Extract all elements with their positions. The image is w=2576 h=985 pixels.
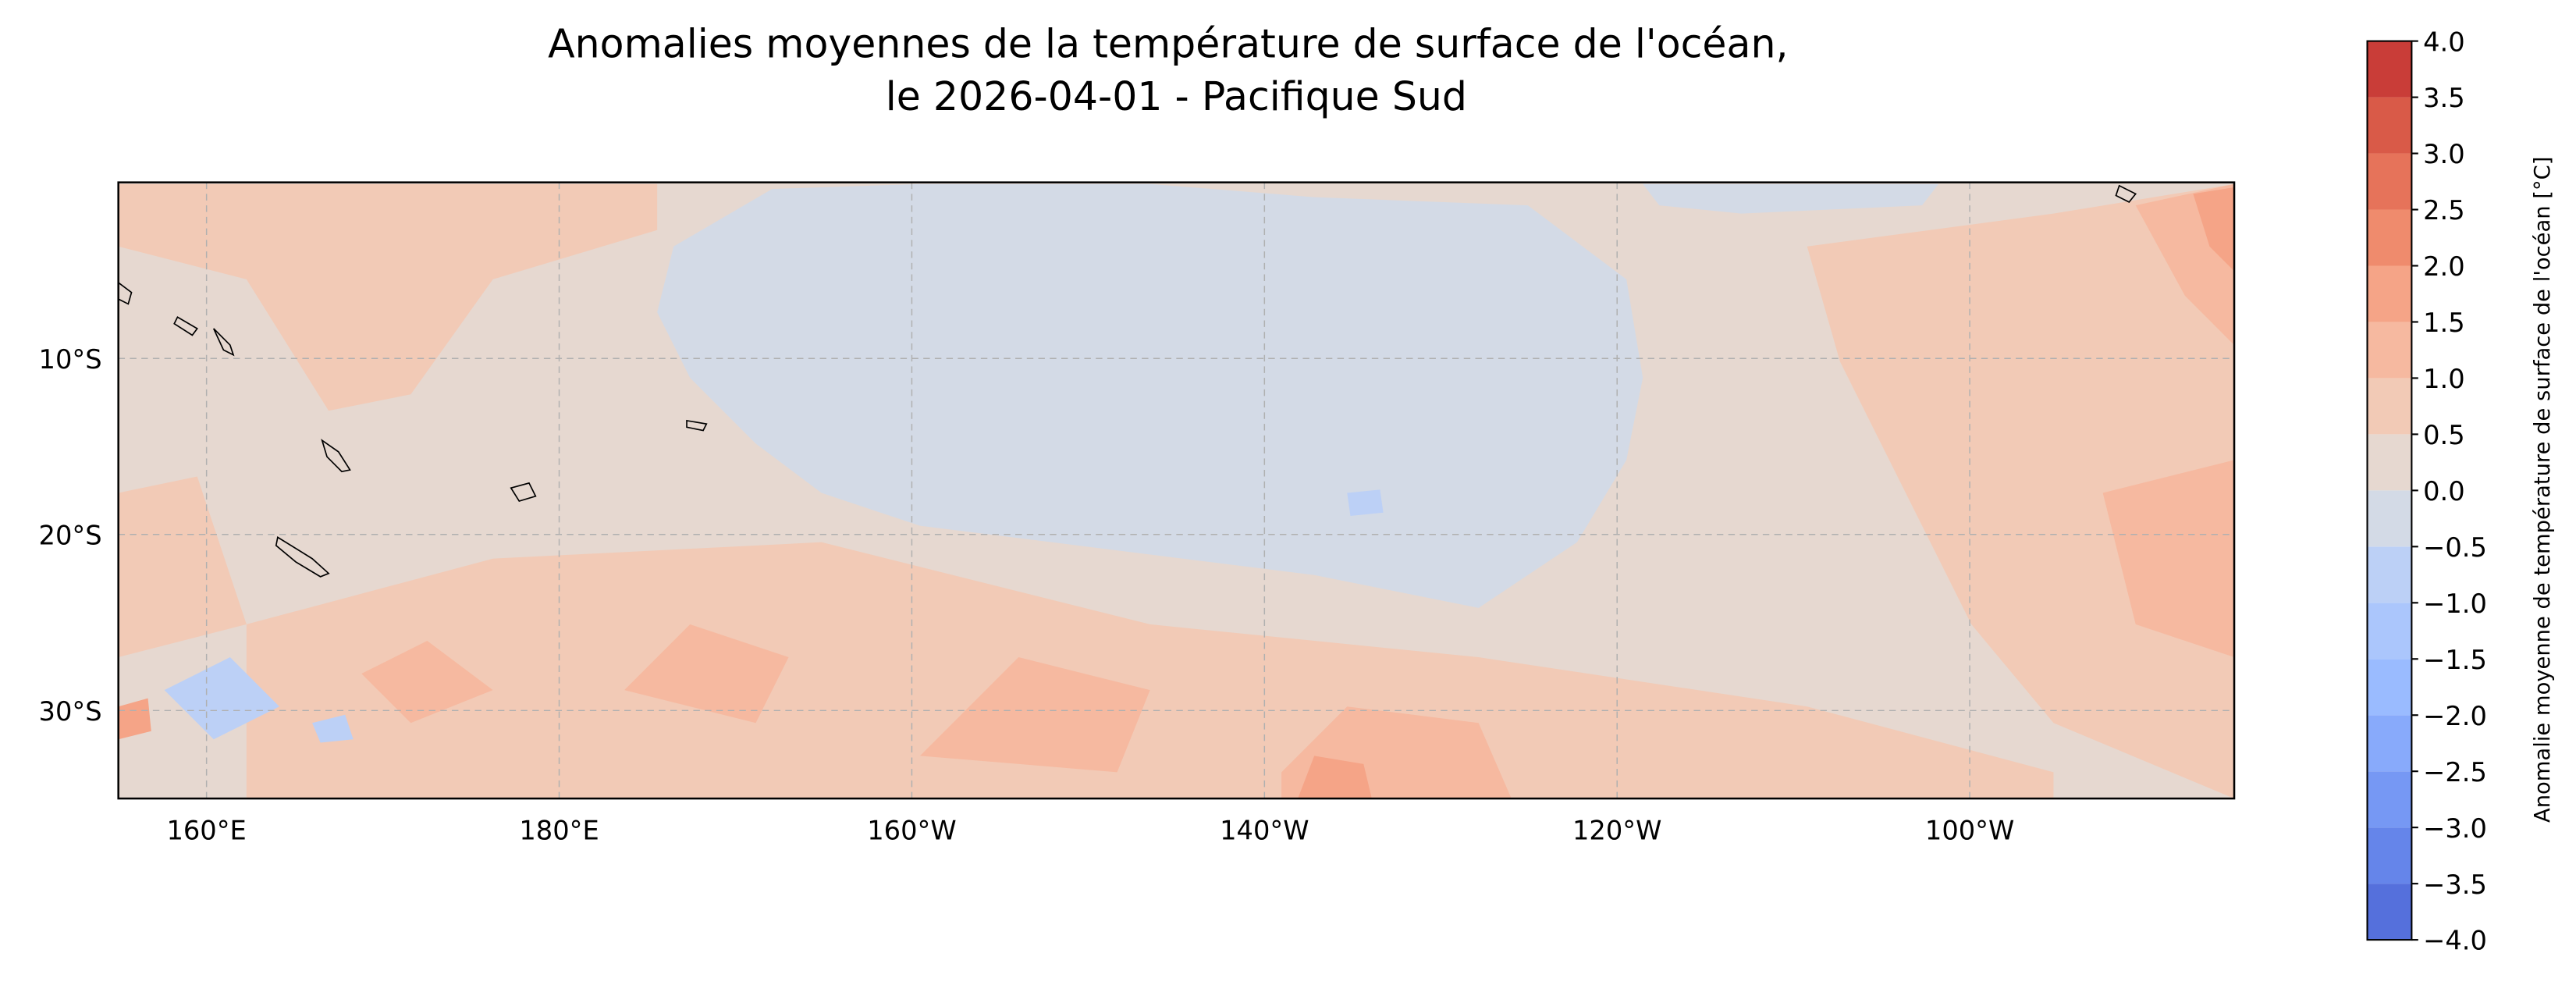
x-tick-label: 140°W bbox=[1220, 816, 1309, 846]
colorbar-bin bbox=[2367, 884, 2412, 941]
colorbar-bin bbox=[2367, 378, 2412, 435]
anomaly-region bbox=[919, 657, 1150, 773]
map-frame bbox=[117, 181, 2236, 800]
coastline bbox=[275, 536, 330, 578]
colorbar-tick-label: 2.0 bbox=[2423, 251, 2465, 282]
coastline bbox=[510, 482, 537, 503]
colorbar-tick-label: 4.0 bbox=[2423, 27, 2465, 57]
sst-field bbox=[118, 182, 2235, 799]
colorbar: −4.0 −3.5 −3.0 −2.5 −2.0 −1.5 −1.0 −0.5 0.0 0.5 1.… bbox=[2366, 27, 2487, 956]
anomaly-region bbox=[118, 476, 247, 658]
colorbar-tick-label: 0.5 bbox=[2423, 420, 2465, 450]
anomaly-region bbox=[312, 714, 354, 743]
x-tick-label: 160°W bbox=[867, 816, 956, 846]
colorbar-bin bbox=[2367, 603, 2412, 660]
colorbar-label: Anomalie moyenne de température de surfa… bbox=[2531, 157, 2555, 823]
y-tick-label: 10°S bbox=[39, 344, 102, 375]
colorbar-bin bbox=[2367, 322, 2412, 379]
coastline bbox=[118, 282, 133, 305]
colorbar-tick-label: −1.0 bbox=[2423, 589, 2487, 619]
colorbar-tick-label: −3.5 bbox=[2423, 869, 2487, 900]
anomaly-region bbox=[361, 640, 493, 724]
colorbar-bin bbox=[2367, 434, 2412, 491]
anomaly-region bbox=[1807, 183, 2235, 799]
colorbar-bin bbox=[2367, 209, 2412, 266]
title-line: Anomalies moyennes de la température de … bbox=[548, 21, 1788, 67]
colorbar-bin bbox=[2367, 97, 2412, 154]
colorbar-tick-label: 2.5 bbox=[2423, 195, 2465, 226]
anomaly-region bbox=[118, 183, 658, 411]
colorbar-tick-label: 3.5 bbox=[2423, 83, 2465, 113]
colorbar-bin bbox=[2367, 546, 2412, 603]
anomaly-region bbox=[1643, 183, 1939, 214]
anomaly-region bbox=[164, 657, 279, 740]
coastlines bbox=[118, 184, 2137, 578]
colorbar-tick-label: −0.5 bbox=[2423, 532, 2487, 563]
colorbar-bin bbox=[2367, 41, 2412, 98]
colorbar-bin bbox=[2367, 771, 2412, 828]
colorbar-bin bbox=[2367, 659, 2412, 716]
anomaly-region bbox=[1347, 489, 1384, 516]
colorbar-tick-label: 1.0 bbox=[2423, 364, 2465, 394]
colorbar-bin bbox=[2367, 827, 2412, 884]
colorbar-bin bbox=[2367, 265, 2412, 322]
coastline bbox=[686, 419, 708, 432]
anomaly-region bbox=[2102, 460, 2235, 658]
colorbar-tick-label: 3.0 bbox=[2423, 139, 2465, 169]
coastline bbox=[213, 328, 235, 357]
coastline bbox=[2115, 184, 2137, 203]
anomaly-region bbox=[246, 542, 2054, 799]
anomaly-region bbox=[2193, 187, 2235, 272]
anomaly-region bbox=[118, 698, 151, 740]
coastline bbox=[321, 439, 351, 473]
colorbar-tick-label: −1.5 bbox=[2423, 645, 2487, 675]
colorbar-bin bbox=[2367, 715, 2412, 772]
colorbar-tick-label: 1.5 bbox=[2423, 308, 2465, 338]
x-tick-label: 160°E bbox=[166, 816, 246, 846]
colorbar-tick-label: −2.0 bbox=[2423, 701, 2487, 731]
x-tick-label: 180°E bbox=[519, 816, 599, 846]
anomaly-region bbox=[1298, 756, 1372, 799]
title-line: le 2026-04-01 - Pacifique Sud bbox=[886, 73, 1467, 119]
y-tick-label: 20°S bbox=[39, 520, 102, 550]
map-axes: 160°E 180°E 160°W 140°W 120°W 100°W 10°S 20°S 30… bbox=[39, 182, 2235, 846]
coastline bbox=[173, 316, 198, 336]
colorbar-tick-label: 0.0 bbox=[2423, 476, 2465, 507]
colorbar-tick-label: −2.5 bbox=[2423, 757, 2487, 788]
colorbar-tick-label: −3.0 bbox=[2423, 813, 2487, 844]
colorbar-bin bbox=[2367, 490, 2412, 547]
x-tick-label: 100°W bbox=[1925, 816, 2014, 846]
x-tick-label: 120°W bbox=[1572, 816, 1661, 846]
colorbar-tick-label: −4.0 bbox=[2423, 926, 2487, 956]
anomaly-region bbox=[657, 183, 1643, 608]
colorbar-bin bbox=[2367, 153, 2412, 210]
y-tick-label: 30°S bbox=[39, 696, 102, 727]
anomaly-region bbox=[624, 624, 789, 724]
